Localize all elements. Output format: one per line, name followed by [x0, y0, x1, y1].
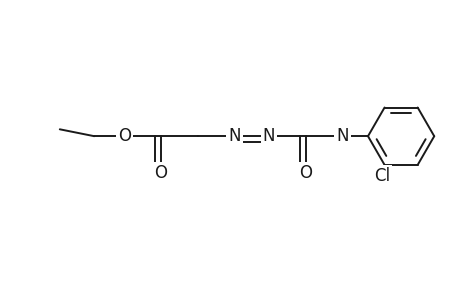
Text: N: N	[336, 127, 348, 145]
Text: O: O	[154, 164, 167, 182]
Text: O: O	[299, 164, 312, 182]
Text: N: N	[262, 127, 275, 145]
Text: Cl: Cl	[373, 167, 390, 185]
Text: O: O	[118, 127, 130, 145]
Text: N: N	[228, 127, 241, 145]
